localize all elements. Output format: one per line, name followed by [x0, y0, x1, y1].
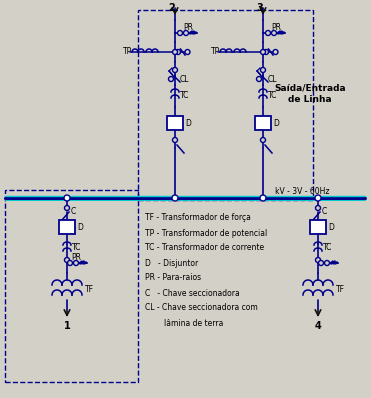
Text: TF: TF	[336, 285, 345, 295]
Circle shape	[185, 49, 190, 55]
Bar	[167, 116, 183, 130]
Text: lâmina de terra: lâmina de terra	[145, 318, 223, 328]
Circle shape	[260, 68, 266, 72]
Text: PR: PR	[71, 254, 81, 263]
Bar	[5, 190, 138, 382]
Text: 2: 2	[169, 3, 175, 13]
Text: TC: TC	[180, 90, 189, 100]
Text: Saída/Entrada: Saída/Entrada	[274, 84, 346, 92]
Text: TC: TC	[323, 244, 332, 252]
Text: D: D	[273, 119, 279, 127]
Circle shape	[173, 68, 177, 72]
Circle shape	[168, 76, 174, 82]
Bar	[59, 220, 75, 234]
Text: TC - Transformador de corrente: TC - Transformador de corrente	[145, 244, 264, 252]
Text: TC: TC	[268, 90, 278, 100]
Circle shape	[173, 137, 177, 142]
Circle shape	[175, 49, 181, 55]
Circle shape	[266, 31, 270, 35]
Circle shape	[318, 261, 324, 265]
Circle shape	[65, 205, 69, 211]
Circle shape	[64, 195, 70, 201]
Text: TF: TF	[85, 285, 94, 295]
Text: PR - Para-raios: PR - Para-raios	[145, 273, 201, 283]
Text: 3: 3	[257, 3, 263, 13]
Text: C: C	[71, 207, 76, 217]
Circle shape	[315, 258, 321, 263]
Text: D   - Disjuntor: D - Disjuntor	[145, 258, 198, 267]
Text: D: D	[328, 222, 334, 232]
Text: de Linha: de Linha	[288, 96, 332, 105]
Text: 4: 4	[315, 321, 321, 331]
Text: kV - 3V - 60Hz: kV - 3V - 60Hz	[275, 187, 329, 197]
Text: TF - Transformador de força: TF - Transformador de força	[145, 213, 251, 222]
Circle shape	[73, 261, 79, 265]
Circle shape	[325, 261, 329, 265]
Circle shape	[177, 31, 183, 35]
Circle shape	[172, 195, 178, 201]
Text: CL: CL	[180, 74, 190, 84]
Text: TP: TP	[123, 47, 132, 57]
Circle shape	[315, 205, 321, 211]
Text: PR: PR	[271, 23, 281, 33]
Circle shape	[184, 31, 188, 35]
Circle shape	[260, 137, 266, 142]
Circle shape	[68, 261, 72, 265]
Circle shape	[315, 195, 321, 201]
Text: CL: CL	[268, 74, 278, 84]
Text: D: D	[185, 119, 191, 127]
Text: PR: PR	[183, 23, 193, 33]
Text: C   - Chave seccionadora: C - Chave seccionadora	[145, 289, 240, 297]
Text: TC: TC	[72, 244, 81, 252]
Text: TP - Transformador de potencial: TP - Transformador de potencial	[145, 228, 267, 238]
Bar	[310, 220, 326, 234]
Circle shape	[260, 49, 266, 55]
Text: C: C	[322, 207, 327, 217]
Circle shape	[273, 49, 278, 55]
Circle shape	[256, 76, 262, 82]
Bar	[138, 10, 313, 200]
Text: CL - Chave seccionadora com: CL - Chave seccionadora com	[145, 304, 258, 312]
Circle shape	[260, 195, 266, 201]
Circle shape	[173, 49, 177, 55]
Bar	[255, 116, 271, 130]
Text: 1: 1	[63, 321, 70, 331]
Circle shape	[263, 49, 269, 55]
Circle shape	[272, 31, 276, 35]
Circle shape	[65, 258, 69, 263]
Text: D: D	[77, 222, 83, 232]
Text: TP: TP	[211, 47, 220, 57]
